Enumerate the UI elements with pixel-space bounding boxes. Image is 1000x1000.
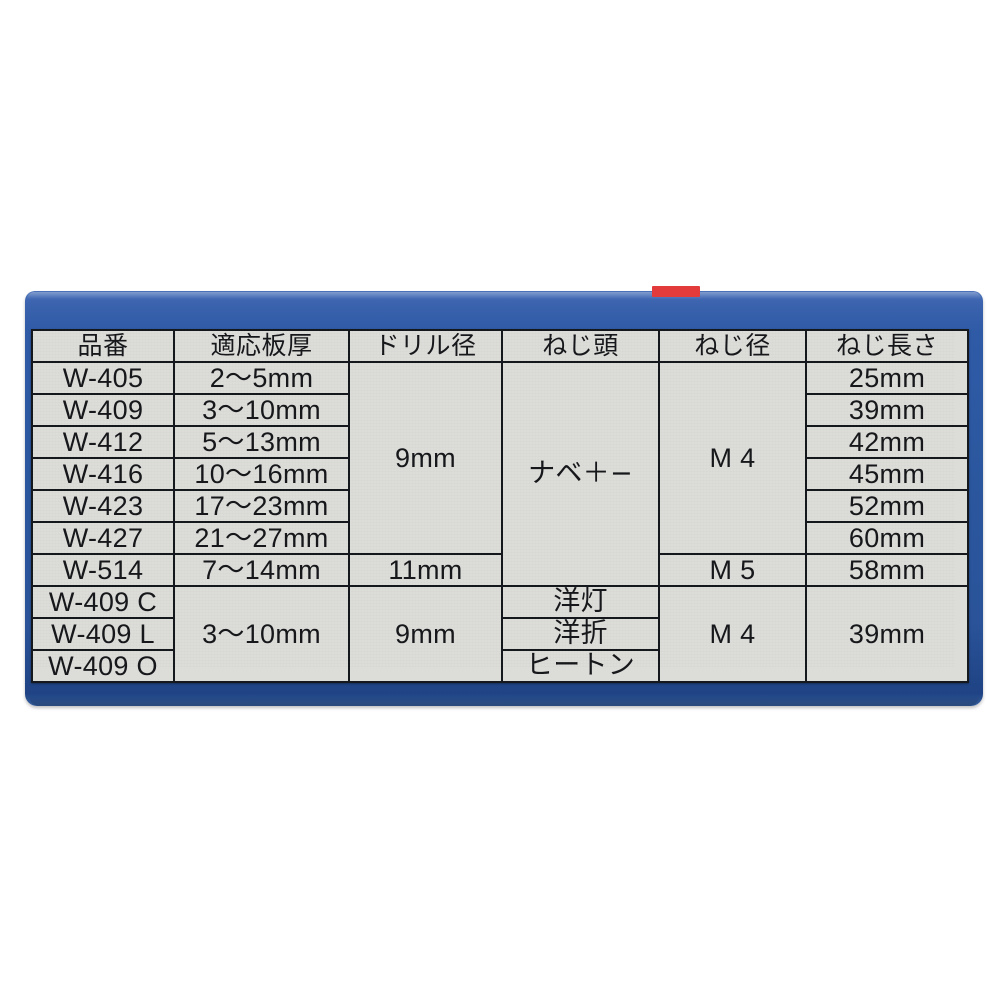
table-row: W-412 5〜13mm 42mm: [31, 425, 969, 459]
cell-part-number: W-405: [31, 361, 175, 395]
table-row: W-423 17〜23mm 52mm: [31, 489, 969, 523]
table-row: W-409 L 洋折: [31, 617, 968, 651]
cell-plate-thickness: 3〜10mm: [173, 393, 350, 427]
cell-drill-diameter: 11mm: [348, 553, 503, 587]
cell-part-number: W-412: [31, 425, 175, 459]
cell-screw-diameter-merged: M 4: [658, 585, 807, 683]
cell-screw-head: 洋折: [501, 617, 660, 651]
cell-screw-length: 39mm: [805, 393, 969, 427]
table-row: W-409 3〜10mm 39mm: [31, 393, 969, 427]
cell-screw-length-merged: 39mm: [805, 585, 969, 683]
column-header-plate-thickness: 適応板厚: [173, 329, 350, 363]
table-header-row: 品番 適応板厚 ドリル径 ねじ頭 ねじ径 ねじ長さ: [31, 329, 969, 363]
column-header-drill-diameter: ドリル径: [348, 329, 503, 363]
cell-part-number: W-409 L: [31, 617, 175, 651]
cell-part-number: W-409 O: [31, 649, 175, 683]
cell-plate-thickness: 2〜5mm: [173, 361, 350, 395]
cell-screw-head: ヒートン: [501, 649, 660, 683]
cell-screw-diameter: M 5: [658, 553, 807, 587]
screw-spec-table: 品番 適応板厚 ドリル径 ねじ頭 ねじ径 ねじ長さ W-405 2〜5mm 9m…: [31, 329, 969, 683]
cell-plate-thickness: 21〜27mm: [173, 521, 350, 555]
cell-plate-thickness: 7〜14mm: [173, 553, 350, 587]
cell-screw-head-merged: ナベ＋−: [501, 361, 660, 587]
cell-plate-thickness: 17〜23mm: [173, 489, 350, 523]
cell-plate-thickness: 10〜16mm: [173, 457, 350, 491]
cell-screw-length: 25mm: [805, 361, 969, 395]
column-header-screw-head: ねじ頭: [501, 329, 660, 363]
cell-screw-head: 洋灯: [501, 585, 660, 619]
cell-screw-length: 45mm: [805, 457, 969, 491]
cell-screw-length: 52mm: [805, 489, 969, 523]
cell-plate-thickness: 5〜13mm: [173, 425, 350, 459]
column-header-part-number: 品番: [31, 329, 175, 363]
cell-screw-length: 42mm: [805, 425, 969, 459]
table-row: W-409 C 3〜10mm 9mm 洋灯 M 4 39mm: [31, 585, 969, 683]
cell-part-number: W-514: [31, 553, 175, 587]
cell-part-number: W-409: [31, 393, 175, 427]
table-row: W-514 7〜14mm 11mm M 5 58mm: [31, 553, 969, 587]
red-print-mark: [652, 286, 700, 297]
cell-plate-thickness-merged: 3〜10mm: [173, 585, 350, 683]
cell-part-number: W-423: [31, 489, 175, 523]
cell-drill-diameter-merged: 9mm: [348, 585, 503, 683]
cell-drill-diameter-merged: 9mm: [348, 361, 503, 555]
cell-screw-diameter-merged: M 4: [658, 361, 807, 555]
cell-part-number: W-427: [31, 521, 175, 555]
column-header-screw-length: ねじ長さ: [805, 329, 969, 363]
cell-screw-length: 60mm: [805, 521, 969, 555]
column-header-screw-diameter: ねじ径: [658, 329, 807, 363]
table-row: W-427 21〜27mm 60mm: [31, 521, 969, 555]
cell-part-number: W-409 C: [31, 585, 175, 619]
cell-screw-length: 58mm: [805, 553, 969, 587]
table-row: W-405 2〜5mm 9mm ナベ＋− M 4 25mm: [31, 361, 969, 587]
table-row: W-416 10〜16mm 45mm: [31, 457, 969, 491]
cell-part-number: W-416: [31, 457, 175, 491]
table-row: W-409 O ヒートン: [31, 649, 968, 683]
